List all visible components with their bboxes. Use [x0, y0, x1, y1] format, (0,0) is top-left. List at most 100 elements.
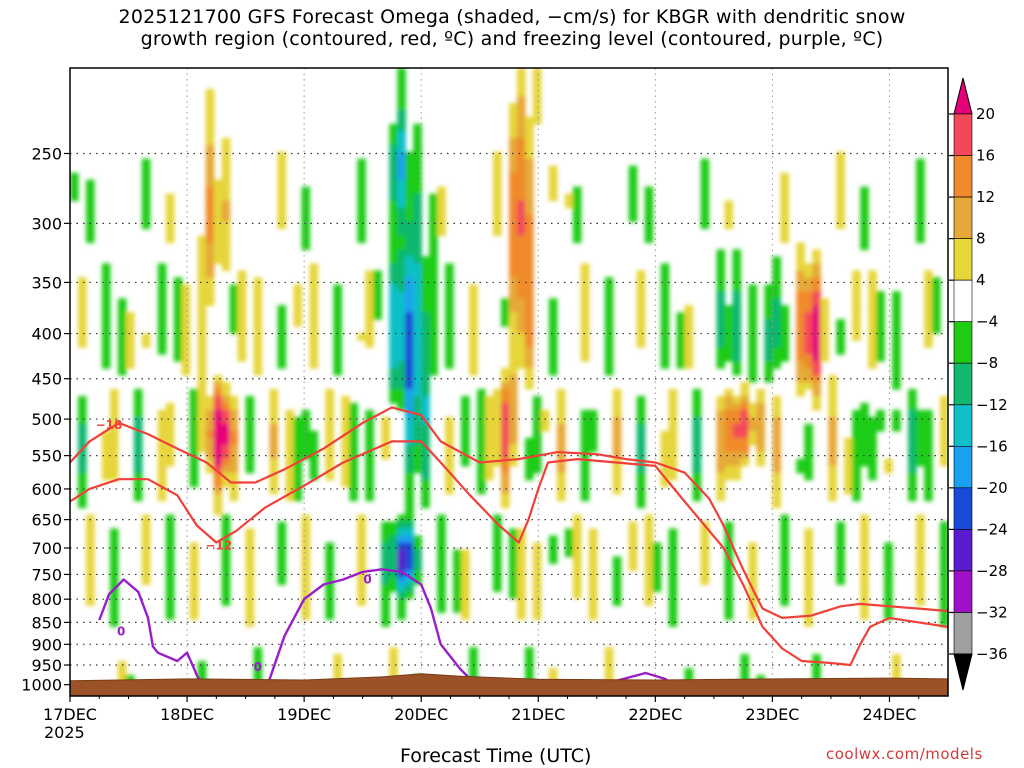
- omega-cell: [245, 409, 255, 418]
- omega-cell: [525, 647, 534, 655]
- omega-cell: [588, 437, 598, 446]
- omega-cell: [836, 172, 845, 181]
- omega-cell: [229, 396, 239, 404]
- omega-cell: [660, 298, 670, 306]
- omega-cell: [676, 312, 686, 320]
- omega-cell: [580, 312, 590, 320]
- omega-cell: [341, 409, 350, 418]
- omega-cell: [493, 444, 502, 453]
- omega-cell: [644, 549, 654, 558]
- omega-cell: [748, 591, 758, 599]
- omega-cell: [109, 465, 119, 474]
- omega-cell: [277, 214, 287, 223]
- omega-cell: [293, 291, 303, 299]
- omega-cell: [413, 361, 422, 369]
- omega-cell: [908, 416, 917, 425]
- omega-cell: [860, 444, 869, 453]
- omega-cell: [429, 333, 438, 341]
- omega-cell: [397, 214, 406, 223]
- omega-cell: [804, 535, 813, 544]
- omega-cell: [421, 270, 430, 278]
- omega-cell: [389, 361, 398, 369]
- omega-cell: [86, 535, 95, 544]
- omega-cell: [892, 326, 901, 334]
- omega-cell: [924, 493, 933, 502]
- omega-cell: [157, 333, 167, 341]
- omega-cell: [237, 354, 247, 362]
- omega-cell: [405, 235, 414, 244]
- omega-cell: [852, 284, 861, 292]
- omega-cell: [604, 333, 614, 341]
- omega-cell: [700, 179, 710, 188]
- omega-cell: [285, 430, 295, 439]
- omega-cell: [157, 305, 167, 313]
- omega-cell: [804, 277, 813, 285]
- credit-link[interactable]: coolwx.com/models: [826, 745, 983, 763]
- omega-cell: [469, 347, 478, 355]
- chart-title: 2025121700 GFS Forecast Omega (shaded, −…: [0, 6, 1024, 50]
- omega-cell: [173, 284, 183, 292]
- omega-cell: [532, 458, 542, 467]
- omega-cell: [421, 430, 430, 439]
- terrain-fill: [70, 673, 948, 696]
- colorbar-label: −28: [976, 562, 1008, 580]
- omega-cell: [189, 437, 199, 446]
- omega-cell: [221, 556, 231, 564]
- omega-cell: [517, 172, 526, 181]
- omega-cell: [668, 556, 678, 564]
- omega-cell: [221, 396, 231, 404]
- omega-cell: [221, 382, 231, 390]
- omega-cell: [580, 437, 590, 446]
- omega-cell: [772, 437, 781, 446]
- omega-cell: [173, 305, 183, 313]
- omega-cell: [78, 298, 87, 306]
- omega-cell: [572, 193, 582, 202]
- omega-cell: [636, 486, 646, 495]
- omega-cell: [772, 319, 781, 327]
- omega-cell: [588, 542, 598, 551]
- omega-cell: [540, 409, 550, 418]
- omega-cell: [517, 165, 526, 174]
- omega-cell: [157, 423, 167, 432]
- omega-cell: [437, 514, 446, 523]
- omega-cell: [812, 654, 821, 662]
- omega-cell: [173, 298, 183, 306]
- omega-cell: [493, 214, 502, 223]
- omega-cell: [485, 416, 494, 425]
- omega-cell: [572, 577, 582, 585]
- omega-cell: [221, 235, 231, 244]
- omega-cell: [836, 528, 845, 537]
- omega-cell: [405, 577, 414, 585]
- omega-cell: [636, 458, 646, 467]
- omega-cell: [141, 158, 151, 167]
- omega-cell: [78, 402, 87, 411]
- omega-cell: [740, 430, 750, 439]
- omega-cell: [772, 298, 781, 306]
- omega-cell: [509, 277, 518, 285]
- omega-cell: [413, 249, 422, 257]
- omega-cell: [916, 535, 925, 544]
- omega-cell: [604, 368, 614, 376]
- omega-cell: [588, 563, 598, 571]
- omega-cell: [165, 235, 175, 244]
- omega-cell: [221, 591, 231, 599]
- omega-cell: [269, 389, 279, 397]
- omega-cell: [421, 277, 430, 285]
- omega-cell: [221, 479, 231, 488]
- omega-cell: [389, 347, 398, 355]
- omega-cell: [716, 291, 726, 299]
- omega-cell: [916, 451, 925, 460]
- omega-cell: [836, 521, 845, 530]
- omega-cell: [868, 354, 877, 362]
- omega-cell: [189, 402, 199, 411]
- omega-cell: [421, 333, 430, 341]
- omega-cell: [285, 416, 295, 425]
- omega-cell: [325, 389, 334, 397]
- omega-cell: [389, 242, 398, 250]
- omega-cell: [333, 291, 342, 299]
- omega-cell: [301, 423, 311, 432]
- y-tick-label-350: 350: [31, 273, 62, 292]
- omega-cell: [724, 472, 734, 481]
- omega-cell: [373, 312, 382, 320]
